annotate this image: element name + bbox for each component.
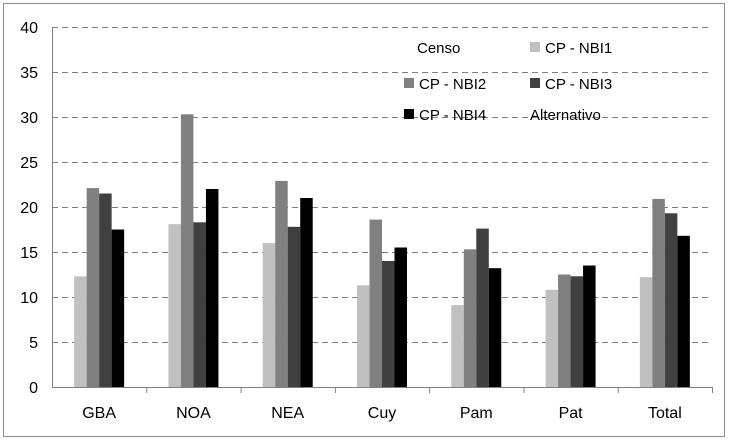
bar xyxy=(463,249,477,387)
bar xyxy=(570,276,584,387)
legend-label: CP - NBI4 xyxy=(419,107,486,124)
bar xyxy=(583,265,596,387)
x-tick-label: Total xyxy=(648,405,682,422)
bar xyxy=(74,276,87,387)
bar xyxy=(488,268,502,387)
y-tick-label: 10 xyxy=(20,290,38,307)
bar xyxy=(111,229,125,387)
bar xyxy=(99,193,112,387)
legend-label: Alternativo xyxy=(530,107,601,124)
legend-swatch xyxy=(404,109,414,119)
y-tick-label: 15 xyxy=(20,245,38,262)
bar xyxy=(180,114,194,388)
x-tick-label: Cuy xyxy=(368,405,396,422)
legend-swatch xyxy=(404,78,414,88)
bar xyxy=(639,277,653,387)
bar xyxy=(558,274,571,387)
y-tick-label: 0 xyxy=(29,380,38,397)
legend-label: CP - NBI3 xyxy=(545,76,612,93)
legend-swatch xyxy=(530,78,540,88)
bar xyxy=(476,228,489,387)
legend-label: CP - NBI2 xyxy=(419,76,486,93)
y-tick-label: 40 xyxy=(20,20,38,37)
bar xyxy=(275,180,288,387)
y-tick-label: 30 xyxy=(20,110,38,127)
bar xyxy=(382,261,395,387)
bar xyxy=(369,219,382,387)
bar xyxy=(545,289,559,387)
bar xyxy=(262,243,276,387)
bar xyxy=(300,198,313,387)
y-tick-label: 5 xyxy=(29,335,38,352)
bar xyxy=(357,285,370,387)
y-tick-label: 35 xyxy=(20,65,38,82)
y-tick-label: 25 xyxy=(20,155,38,172)
bar xyxy=(394,247,407,387)
bar xyxy=(664,213,678,387)
bar xyxy=(86,188,100,387)
y-tick-label: 20 xyxy=(20,200,38,217)
bar xyxy=(168,224,181,387)
bar xyxy=(652,198,665,387)
x-tick-label: NOA xyxy=(176,405,211,422)
bar xyxy=(677,235,690,387)
bar xyxy=(193,222,206,387)
bar xyxy=(205,189,219,387)
x-tick-label: Pat xyxy=(559,405,584,422)
legend-swatch xyxy=(530,42,540,52)
legend-label: Censo xyxy=(417,40,460,57)
x-tick-label: GBA xyxy=(82,405,116,422)
bar xyxy=(287,226,301,387)
x-tick-label: NEA xyxy=(271,405,304,422)
x-tick-label: Pam xyxy=(460,405,493,422)
legend-label: CP - NBI1 xyxy=(545,40,612,57)
bar xyxy=(451,305,464,387)
